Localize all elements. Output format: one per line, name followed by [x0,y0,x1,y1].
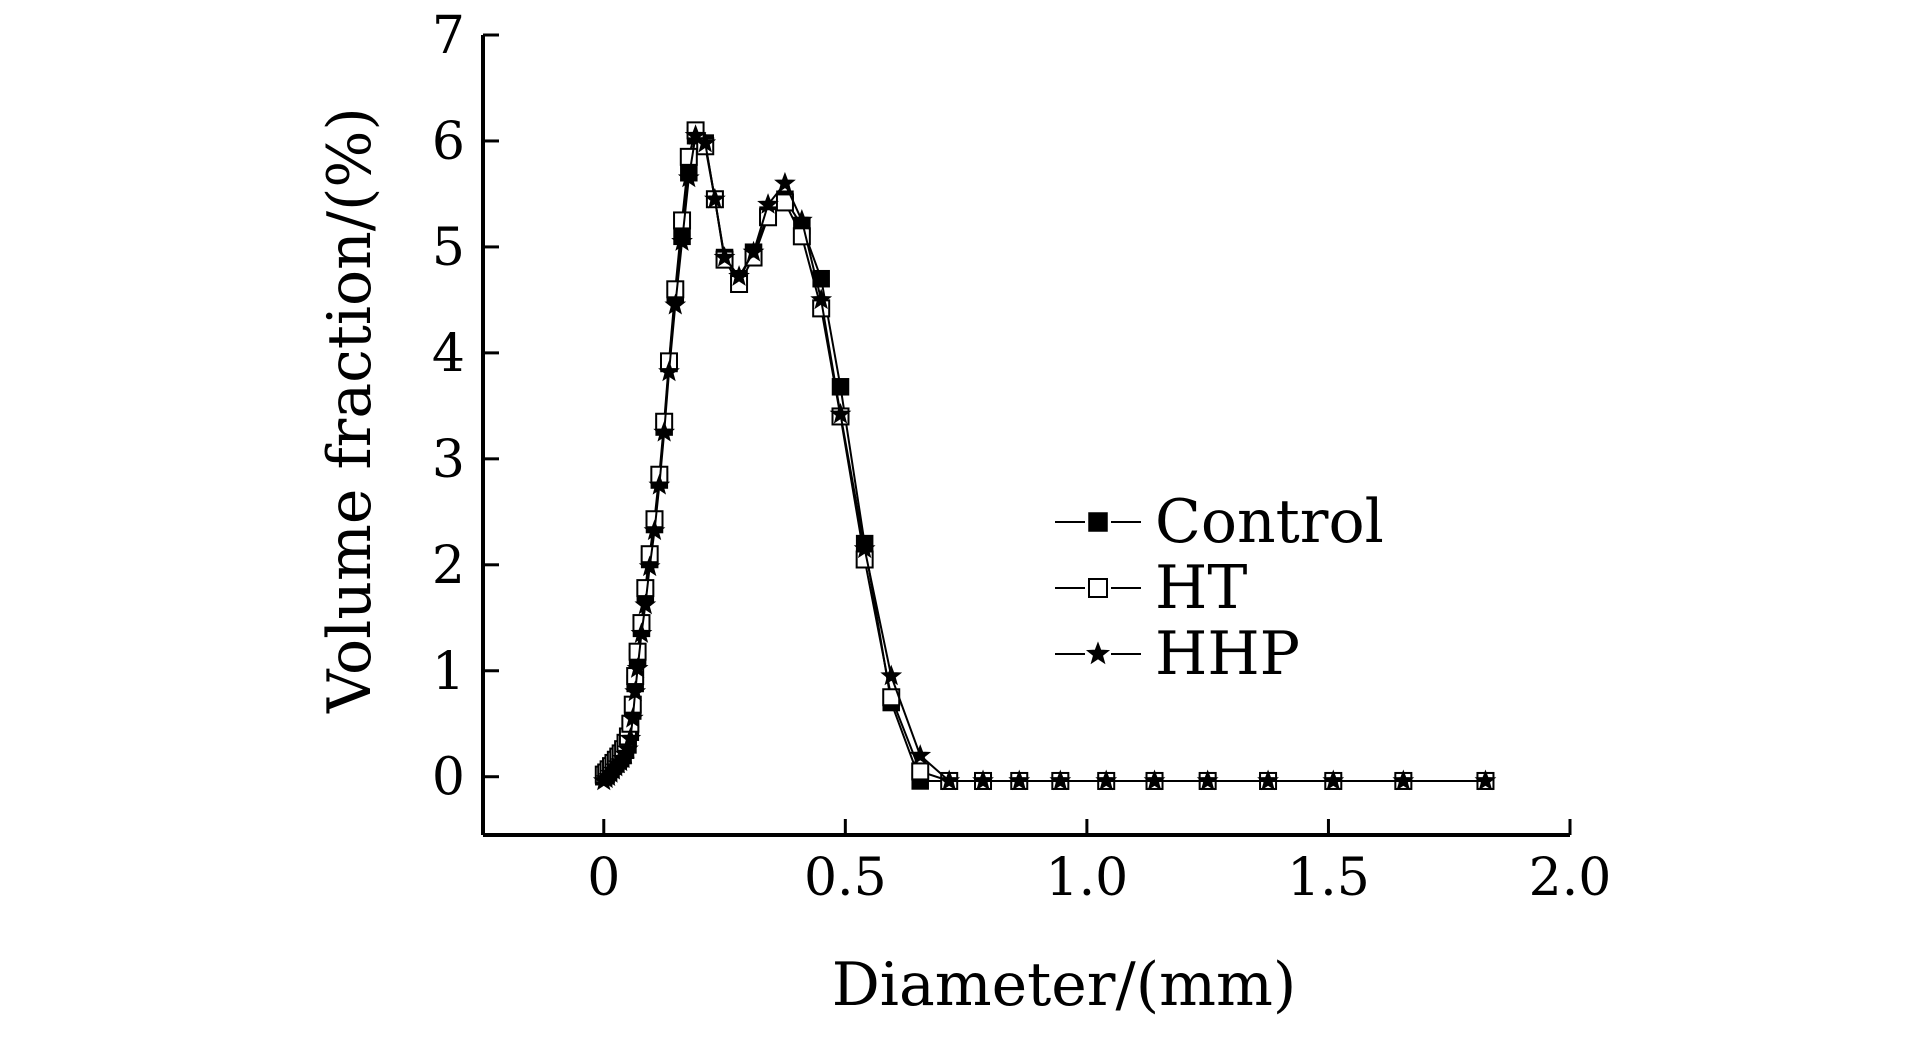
series-control [595,126,1495,790]
data-point-hhp [621,707,644,728]
y-axis-label: Volume fraction/(%) [315,107,385,714]
data-point-hhp [742,240,765,262]
y-tick-label: 3 [432,430,465,490]
data-point-hhp [1474,769,1497,791]
data-point-ht [673,211,692,230]
data-point-hhp [853,537,876,559]
y-tick-label: 5 [432,218,465,278]
data-point-hhp [643,519,666,541]
data-point-hhp [704,187,726,209]
data-point-hhp [1196,769,1219,791]
data-point-hhp [626,657,649,678]
data-point-hhp [1392,769,1415,791]
x-tick-label: 0 [587,848,620,908]
data-point-hhp [790,209,813,230]
data-point-hhp [638,555,661,577]
data-point-hhp [630,622,653,643]
series-hhp [592,124,1497,791]
y-tick-label: 6 [432,112,465,172]
legend-marker-control [1088,512,1108,532]
legend-label-ht: HT [1155,553,1247,623]
y-tick-label: 2 [432,536,465,596]
series-layer [592,121,1497,791]
data-point-hhp [810,288,833,310]
legend-marker-hhp [1085,641,1111,665]
data-point-hhp [1322,769,1345,791]
data-point-hhp [880,664,903,686]
data-point-hhp [909,744,932,765]
data-point-hhp [671,230,693,251]
data-point-hhp [658,360,680,382]
data-point-hhp [653,420,676,442]
series-ht [594,121,1495,790]
legend-item-hhp: HHP [1055,619,1300,689]
data-point-ht [679,147,698,166]
axes: 0 0.5 1.0 1.5 2.0 0 1 2 3 4 5 6 7 [432,6,1611,908]
data-point-hhp [648,473,671,495]
data-point-hhp [972,769,994,791]
legend-marker-ht [1088,578,1108,598]
data-point-hhp [634,593,657,615]
y-tick-label: 1 [432,642,465,702]
data-point-hhp [713,246,736,267]
data-point-hhp [619,727,642,748]
x-axis-label: Diameter/(mm) [832,950,1297,1020]
data-point-hhp [829,402,852,424]
data-point-ht [855,550,874,569]
data-point-hhp [728,265,750,286]
series-line-hhp [603,133,1486,782]
legend-label-hhp: HHP [1155,619,1300,689]
data-point-hhp [1049,769,1072,791]
y-tick-label: 0 [432,748,465,808]
x-tick-label: 0.5 [804,848,887,908]
x-tick-label: 1.0 [1046,848,1129,908]
x-tick-label: 2.0 [1529,848,1612,908]
data-point-hhp [664,293,687,315]
data-point-hhp [1095,769,1118,791]
data-point-ht [911,762,930,781]
data-point-hhp [1143,769,1166,791]
data-point-hhp [624,680,647,702]
data-point-hhp [677,166,700,188]
y-tick-label: 4 [432,324,465,384]
series-line-control [603,133,1486,782]
y-tick-label: 7 [432,6,465,66]
data-point-hhp [694,131,717,153]
data-point-hhp [1008,769,1031,791]
legend-label-control: Control [1155,487,1384,557]
data-point-hhp [757,193,779,214]
data-point-hhp [938,769,961,791]
legend-item-ht: HT [1055,553,1247,623]
x-tick-label: 1.5 [1287,848,1370,908]
legend-item-control: Control [1055,487,1384,557]
data-point-hhp [1257,769,1279,791]
series-line-ht [603,127,1486,782]
data-point-hhp [774,171,796,193]
